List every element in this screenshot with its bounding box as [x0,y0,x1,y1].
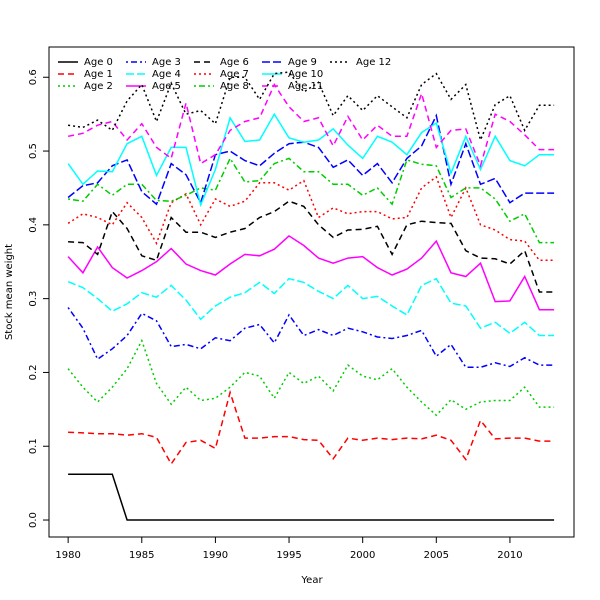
legend-label: Age 5 [152,81,181,92]
y-tick-label: 0.1 [28,438,39,454]
legend-label: Age 10 [288,69,323,80]
x-tick-label: 1990 [203,550,228,561]
y-tick-label: 0.2 [28,364,39,380]
series-line [68,389,555,466]
y-tick-label: 0.6 [28,69,39,85]
legend-label: Age 2 [84,81,113,92]
legend-label: Age 4 [152,69,181,80]
y-tick-label: 0.5 [28,143,39,159]
x-tick-label: 1980 [55,550,80,561]
y-tick-label: 0.0 [28,512,39,528]
legend-label: Age 3 [152,57,181,68]
plot-frame [48,46,575,538]
x-tick-label: 2000 [350,550,375,561]
series-line [67,83,555,169]
legend-label: Age 11 [288,81,323,92]
series-line [67,112,555,208]
series-line [67,277,555,337]
series-line [67,156,555,244]
legend-label: Age 7 [220,69,249,80]
legend-label: Age 9 [288,57,317,68]
y-axis-label: Stock mean weight [4,244,15,340]
x-tick-label: 1985 [129,550,154,561]
series-line [67,175,555,262]
legend-label: Age 8 [220,81,249,92]
series-line [67,113,555,206]
legend-label: Age 1 [84,69,113,80]
x-axis-label: Year [300,575,323,586]
x-tick-label: 2005 [424,550,449,561]
series-line [67,234,555,311]
series-line [68,200,555,293]
y-tick-label: 0.4 [28,217,39,233]
series-line [67,307,555,369]
y-tick-label: 0.3 [28,291,39,307]
legend-label: Age 12 [356,57,391,68]
x-tick-label: 1995 [276,550,301,561]
series-line [68,473,555,521]
series-line [67,338,555,417]
legend-label: Age 6 [220,57,249,68]
legend-label: Age 0 [84,57,113,68]
x-tick-label: 2010 [497,550,522,561]
